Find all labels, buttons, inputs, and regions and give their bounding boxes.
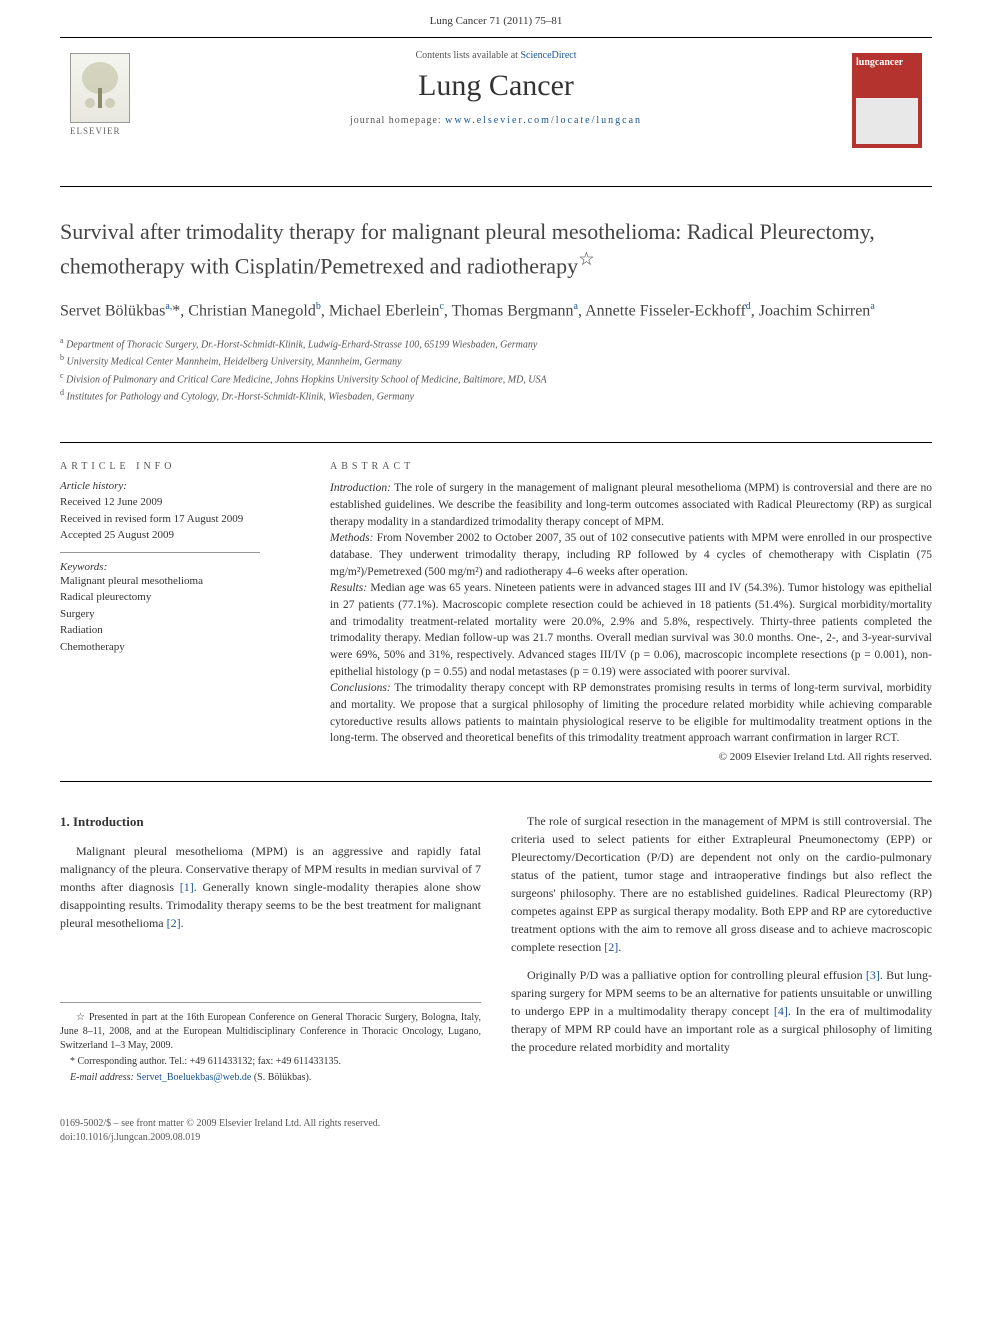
contents-available-line: Contents lists available at ScienceDirec…: [60, 50, 932, 61]
footnotes-block: ☆ Presented in part at the 16th European…: [60, 1002, 481, 1085]
affiliation-line: b University Medical Center Mannheim, He…: [60, 352, 932, 369]
journal-cover-thumbnail: lungcancer: [852, 53, 922, 148]
abstract-methods: From November 2002 to October 2007, 35 o…: [330, 532, 932, 577]
journal-title: Lung Cancer: [60, 69, 932, 103]
history-list: Received 12 June 2009Received in revised…: [60, 494, 300, 544]
abstract-intro-label: Introduction:: [330, 482, 391, 494]
citation-link[interactable]: [1]: [180, 880, 194, 894]
abstract-copyright: © 2009 Elsevier Ireland Ltd. All rights …: [330, 751, 932, 763]
abstract-results-label: Results:: [330, 582, 367, 594]
divider: [60, 781, 932, 782]
running-header: Lung Cancer 71 (2011) 75–81: [0, 0, 992, 37]
keyword: Radical pleurectomy: [60, 589, 300, 606]
abstract-column: ABSTRACT Introduction: The role of surge…: [330, 461, 932, 763]
article-info-column: ARTICLE INFO Article history: Received 1…: [60, 461, 300, 763]
article-info-heading: ARTICLE INFO: [60, 461, 300, 472]
history-line: Accepted 25 August 2009: [60, 527, 300, 544]
email-suffix: (S. Bölükbas).: [251, 1072, 311, 1083]
elsevier-tree-icon: [70, 53, 130, 123]
footnote-email: E-mail address: Servet_Boeluekbas@web.de…: [60, 1071, 481, 1085]
affiliations-list: a Department of Thoracic Surgery, Dr.-Ho…: [60, 335, 932, 404]
keywords-list: Malignant pleural mesotheliomaRadical pl…: [60, 573, 300, 656]
abstract-methods-label: Methods:: [330, 532, 373, 544]
divider: [60, 442, 932, 443]
authors-list: Servet Bölükbasa,*, Christian Manegoldb,…: [60, 299, 932, 323]
abstract-results: Median age was 65 years. Nineteen patien…: [330, 582, 932, 677]
citation-link[interactable]: [4]: [774, 1004, 788, 1018]
contents-prefix: Contents lists available at: [415, 50, 520, 61]
history-label: Article history:: [60, 480, 300, 492]
journal-masthead: ELSEVIER lungcancer Contents lists avail…: [60, 37, 932, 187]
abstract-conclusions: The trimodality therapy concept with RP …: [330, 682, 932, 744]
section-1-heading: 1. Introduction: [60, 812, 481, 832]
elsevier-logo: ELSEVIER: [70, 53, 145, 143]
keyword: Radiation: [60, 622, 300, 639]
footer-copyright: 0169-5002/$ – see front matter © 2009 El…: [60, 1117, 932, 1131]
elsevier-label: ELSEVIER: [70, 126, 145, 136]
keywords-label: Keywords:: [60, 561, 300, 573]
keyword: Malignant pleural mesothelioma: [60, 573, 300, 590]
email-link[interactable]: Servet_Boeluekbas@web.de: [136, 1072, 251, 1083]
footer-doi: doi:10.1016/j.lungcan.2009.08.019: [60, 1131, 932, 1145]
abstract-body: Introduction: The role of surgery in the…: [330, 480, 932, 747]
info-divider: [60, 552, 260, 553]
citation-link[interactable]: [2]: [604, 940, 618, 954]
intro-paragraph-2: The role of surgical resection in the ma…: [511, 812, 932, 956]
sciencedirect-link[interactable]: ScienceDirect: [520, 50, 576, 61]
journal-homepage-link[interactable]: www.elsevier.com/locate/lungcan: [445, 115, 642, 126]
page-footer: 0169-5002/$ – see front matter © 2009 El…: [0, 1107, 992, 1165]
abstract-conclusions-label: Conclusions:: [330, 682, 391, 694]
journal-homepage-line: journal homepage: www.elsevier.com/locat…: [60, 115, 932, 126]
footnote-star: ☆ Presented in part at the 16th European…: [60, 1011, 481, 1053]
body-right-column: The role of surgical resection in the ma…: [511, 812, 932, 1087]
email-label: E-mail address:: [70, 1072, 136, 1083]
affiliation-line: d Institutes for Pathology and Cytology,…: [60, 387, 932, 404]
affiliation-line: a Department of Thoracic Surgery, Dr.-Ho…: [60, 335, 932, 352]
citation-link[interactable]: [2]: [167, 916, 181, 930]
history-line: Received in revised form 17 August 2009: [60, 511, 300, 528]
cover-title: lungcancer: [856, 57, 918, 68]
title-text: Survival after trimodality therapy for m…: [60, 219, 875, 278]
homepage-prefix: journal homepage:: [350, 115, 445, 126]
article-title: Survival after trimodality therapy for m…: [60, 217, 932, 281]
abstract-heading: ABSTRACT: [330, 461, 932, 472]
title-note-mark: ☆: [578, 249, 594, 269]
keyword: Chemotherapy: [60, 639, 300, 656]
keyword: Surgery: [60, 606, 300, 623]
intro-paragraph-1: Malignant pleural mesothelioma (MPM) is …: [60, 842, 481, 932]
footnote-corresponding: * Corresponding author. Tel.: +49 611433…: [60, 1055, 481, 1069]
intro-paragraph-3: Originally P/D was a palliative option f…: [511, 966, 932, 1056]
citation-link[interactable]: [3]: [866, 968, 880, 982]
affiliation-line: c Division of Pulmonary and Critical Car…: [60, 370, 932, 387]
abstract-intro: The role of surgery in the management of…: [330, 482, 932, 527]
body-left-column: 1. Introduction Malignant pleural mesoth…: [60, 812, 481, 1087]
history-line: Received 12 June 2009: [60, 494, 300, 511]
